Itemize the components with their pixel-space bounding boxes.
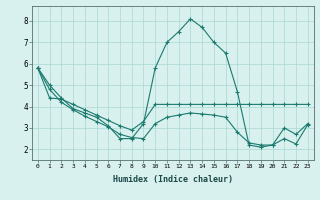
X-axis label: Humidex (Indice chaleur): Humidex (Indice chaleur) — [113, 175, 233, 184]
